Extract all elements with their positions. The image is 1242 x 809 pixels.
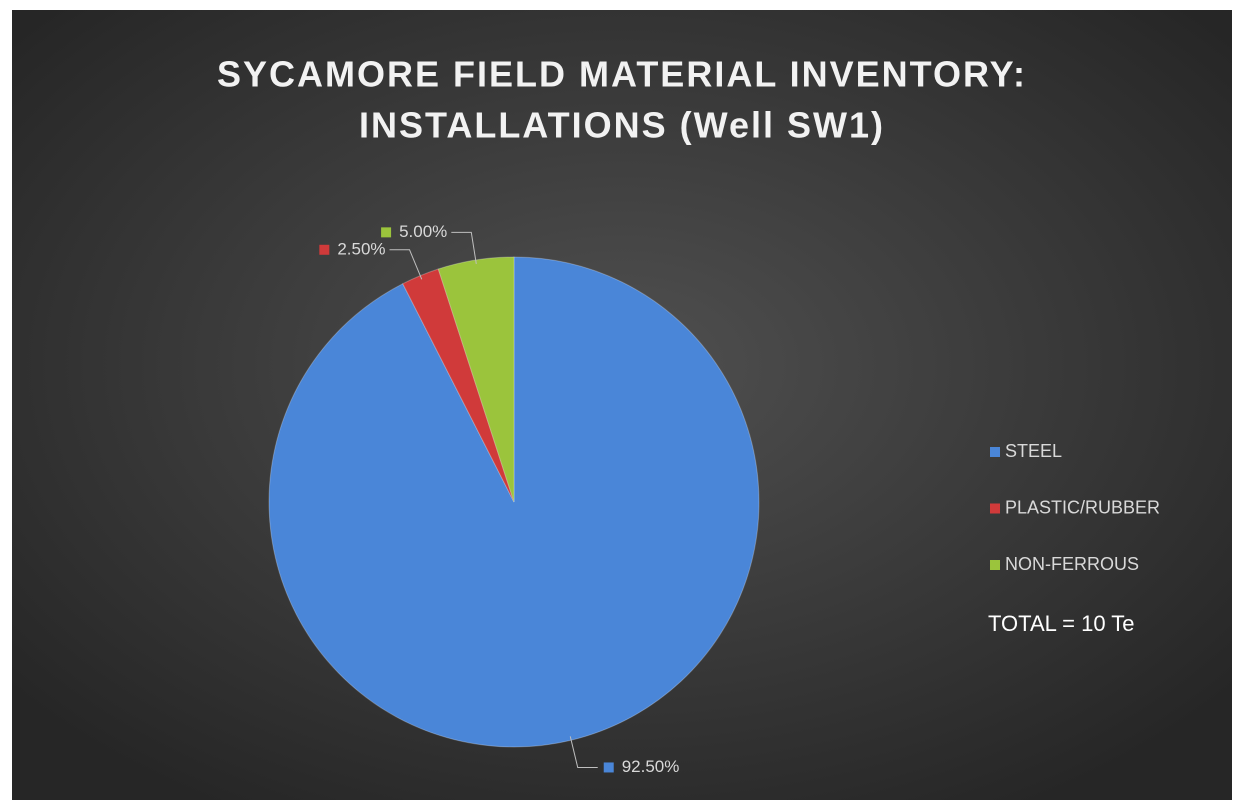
label-marker xyxy=(319,244,330,255)
legend-marker xyxy=(990,447,1000,457)
legend-label: NON-FERROUS xyxy=(1005,554,1139,574)
label-marker xyxy=(603,762,614,773)
leader-line xyxy=(389,249,423,280)
legend-label: STEEL xyxy=(1005,441,1062,461)
leader-line xyxy=(569,736,598,768)
leader-line xyxy=(451,231,477,265)
label-marker xyxy=(381,227,392,238)
data-label: 5.00% xyxy=(399,222,447,241)
legend-marker xyxy=(990,503,1000,514)
data-label: 2.50% xyxy=(337,239,385,258)
annotation: TOTAL = 10 Te xyxy=(988,611,1135,636)
data-label: 92.50% xyxy=(622,757,680,776)
legend-label: PLASTIC/RUBBER xyxy=(1005,497,1160,517)
chart-title: SYCAMORE FIELD MATERIAL INVENTORY: xyxy=(217,54,1027,95)
legend-marker xyxy=(990,560,1000,570)
chart-title: INSTALLATIONS (Well SW1) xyxy=(359,105,885,146)
